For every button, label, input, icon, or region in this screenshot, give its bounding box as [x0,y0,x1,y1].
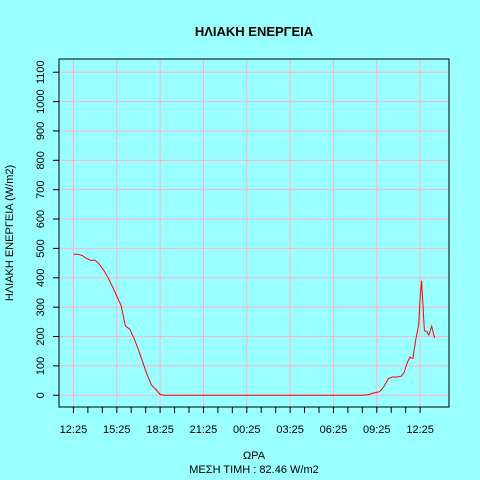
x-tick-label: 12:25 [406,424,434,436]
x-axis: 12:25 15:25 18:25 21:25 00:25 03:25 06:25 09:25… [60,406,434,436]
x-tick-label: 15:25 [103,424,131,436]
y-tick-label: 1100 [35,60,47,84]
x-tick-label: 03:25 [276,424,304,436]
x-tick-label: 21:25 [190,424,218,436]
y-tick-label: 300 [35,298,47,316]
x-tick-label: 06:25 [320,424,348,436]
y-tick-label: 400 [35,269,47,287]
y-tick-label: 500 [35,239,47,257]
plot-frame [58,58,450,408]
grid [59,59,449,407]
x-tick-label: 00:25 [233,424,261,436]
y-tick-label: 200 [35,327,47,345]
y-tick-label: 100 [35,357,47,375]
x-axis-label: ΩΡΑ [243,450,266,462]
y-axis: 0 100 200 300 400 500 600 700 800 900 1000 1100 [35,60,60,398]
y-tick-label: 800 [35,151,47,169]
x-tick-label: 12:25 [60,424,88,436]
chart-title: ΗΛΙΑΚΗ ΕΝΕΡΓΕΙΑ [195,24,314,39]
subtitle: ΜΕΣΗ ΤΙΜΗ : 82.46 W/m2 [189,464,318,476]
x-tick-label: 09:25 [363,424,391,436]
y-tick-label: 0 [35,392,47,398]
series-line-layer [73,253,436,396]
y-tick-label: 900 [35,122,47,140]
x-tick-label: 18:25 [146,424,174,436]
y-tick-label: 600 [35,210,47,228]
y-axis-label: ΗΛΙΑΚΗ ΕΝΕΡΓΕΙΑ (W/m2) [4,165,16,301]
y-tick-label: 1000 [35,89,47,113]
y-tick-label: 700 [35,181,47,199]
series-line-0 [73,253,436,396]
